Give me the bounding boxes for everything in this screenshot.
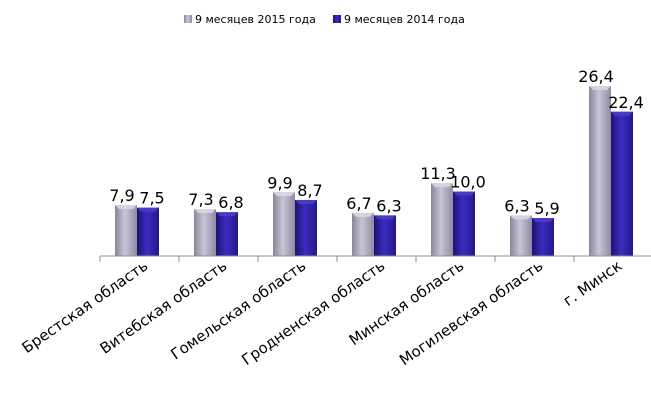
bar-s2-5: [453, 191, 475, 256]
bar-s2-1: [137, 207, 159, 256]
legend-swatch-1: [184, 15, 192, 23]
bar-s1-6: [510, 215, 532, 256]
legend-label-1: 9 месяцев 2015 года: [195, 13, 316, 26]
bar-s1-7: [589, 86, 611, 256]
legend-label-2: 9 месяцев 2014 года: [344, 13, 465, 26]
bar-s1-4: [352, 212, 374, 256]
chart-legend: 9 месяцев 2015 года 9 месяцев 2014 года: [184, 13, 465, 26]
value-label-s1-2: 7,3: [188, 190, 213, 209]
value-label-s2-7: 22,4: [608, 93, 644, 112]
value-label-s2-1: 7,5: [139, 189, 164, 208]
bar-s2-3: [295, 199, 317, 256]
value-label-s1-3: 9,9: [267, 173, 292, 192]
bars-group: [115, 86, 633, 257]
category-label-6: Могилевская область: [396, 257, 546, 370]
bar-s1-3: [273, 192, 295, 256]
legend-swatch-2: [333, 15, 341, 23]
category-label-1: Брестская область: [19, 257, 152, 357]
value-label-s1-4: 6,7: [346, 194, 371, 213]
value-labels-group: 7,9 7,5 7,3 6,8 9,9 8,7 6,7 6,3 11,310,0 6,3 5,9 26…: [109, 67, 644, 218]
x-axis-ticks: [99, 256, 575, 262]
bar-s2-6: [532, 218, 554, 256]
value-label-s2-6: 5,9: [534, 199, 559, 218]
value-label-s1-6: 6,3: [504, 196, 529, 215]
category-label-3: Гомельская область: [167, 257, 309, 364]
value-label-s2-3: 8,7: [297, 181, 322, 200]
value-label-s1-1: 7,9: [109, 186, 134, 205]
category-label-2: Витебская область: [97, 257, 231, 358]
category-label-4: Гродненская область: [238, 257, 388, 369]
bar-s2-2: [216, 212, 238, 256]
category-label-7: г. Минск: [560, 257, 625, 310]
value-label-s1-7: 26,4: [578, 67, 614, 86]
bar-s2-7: [611, 111, 633, 257]
value-label-s2-5: 10,0: [450, 173, 486, 192]
value-label-s2-2: 6,8: [218, 193, 243, 212]
bar-s2-4: [374, 215, 396, 256]
value-label-s2-4: 6,3: [376, 196, 401, 215]
value-label-s1-5: 11,3: [420, 164, 456, 183]
bar-s1-2: [194, 208, 216, 256]
bar-s1-5: [431, 183, 453, 256]
bar-s1-1: [115, 205, 137, 256]
